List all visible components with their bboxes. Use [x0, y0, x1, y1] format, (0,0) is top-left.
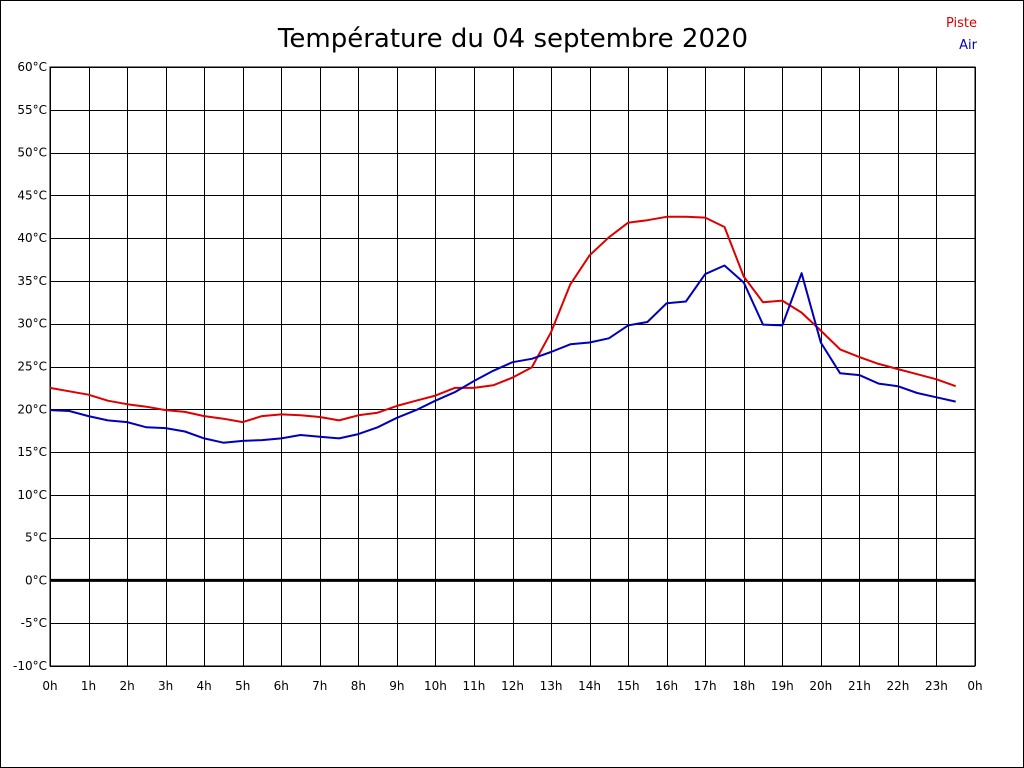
y-tick-label: -5°C — [21, 616, 47, 630]
y-tick-label: 30°C — [17, 317, 47, 331]
x-tick-label: 11h — [463, 679, 486, 693]
x-tick-label: 0h — [42, 679, 57, 693]
x-tick-label: 0h — [967, 679, 982, 693]
x-tick-label: 6h — [274, 679, 289, 693]
x-tick-label: 10h — [424, 679, 447, 693]
x-tick-label: 8h — [351, 679, 366, 693]
x-tick-label: 5h — [235, 679, 250, 693]
series-line-air — [49, 264, 956, 444]
x-tick-label: 9h — [389, 679, 404, 693]
x-tick-label: 7h — [312, 679, 327, 693]
x-tick-label: 2h — [119, 679, 134, 693]
y-tick-label: 20°C — [17, 402, 47, 416]
legend: Piste Air — [946, 16, 978, 53]
x-tick-label: 4h — [197, 679, 212, 693]
y-tick-label: 25°C — [17, 360, 47, 374]
legend-entry-piste: Piste — [946, 16, 977, 31]
legend-entry-air: Air — [959, 38, 978, 53]
x-tick-label: 13h — [540, 679, 563, 693]
y-tick-label: 60°C — [17, 60, 47, 74]
grid — [49, 66, 976, 667]
x-tick-label: 14h — [578, 679, 601, 693]
x-tick-label: 3h — [158, 679, 173, 693]
y-tick-label: 40°C — [17, 231, 47, 245]
y-axis-ticks: 60°C 55°C 50°C 45°C 40°C 35°C 30°C 25°C 20°C 15°C… — [13, 60, 47, 673]
y-tick-label: 50°C — [17, 146, 47, 160]
y-tick-label: 5°C — [25, 531, 47, 545]
x-tick-label: 16h — [655, 679, 678, 693]
x-tick-label: 1h — [81, 679, 96, 693]
y-tick-label: 0°C — [25, 573, 47, 587]
y-tick-label: 35°C — [17, 274, 47, 288]
x-tick-label: 15h — [617, 679, 640, 693]
y-tick-label: -10°C — [13, 659, 47, 673]
x-tick-label: 12h — [501, 679, 524, 693]
x-tick-label: 23h — [925, 679, 948, 693]
y-tick-label: 10°C — [17, 488, 47, 502]
x-tick-label: 19h — [771, 679, 794, 693]
y-tick-label: 15°C — [17, 445, 47, 459]
x-tick-label: 20h — [809, 679, 832, 693]
series-line-piste — [49, 215, 957, 424]
x-tick-label: 17h — [694, 679, 717, 693]
x-tick-label: 21h — [848, 679, 871, 693]
x-tick-label: 18h — [732, 679, 755, 693]
y-tick-label: 55°C — [17, 103, 47, 117]
series-layer — [49, 215, 957, 444]
chart-title: Température du 04 septembre 2020 — [277, 24, 748, 54]
x-axis-ticks: 0h 1h 2h 3h 4h 5h 6h 7h 8h 9h 10h 11h 12h 13h 14h 15h 16… — [42, 679, 982, 693]
x-tick-label: 22h — [886, 679, 909, 693]
y-tick-label: 45°C — [17, 188, 47, 202]
